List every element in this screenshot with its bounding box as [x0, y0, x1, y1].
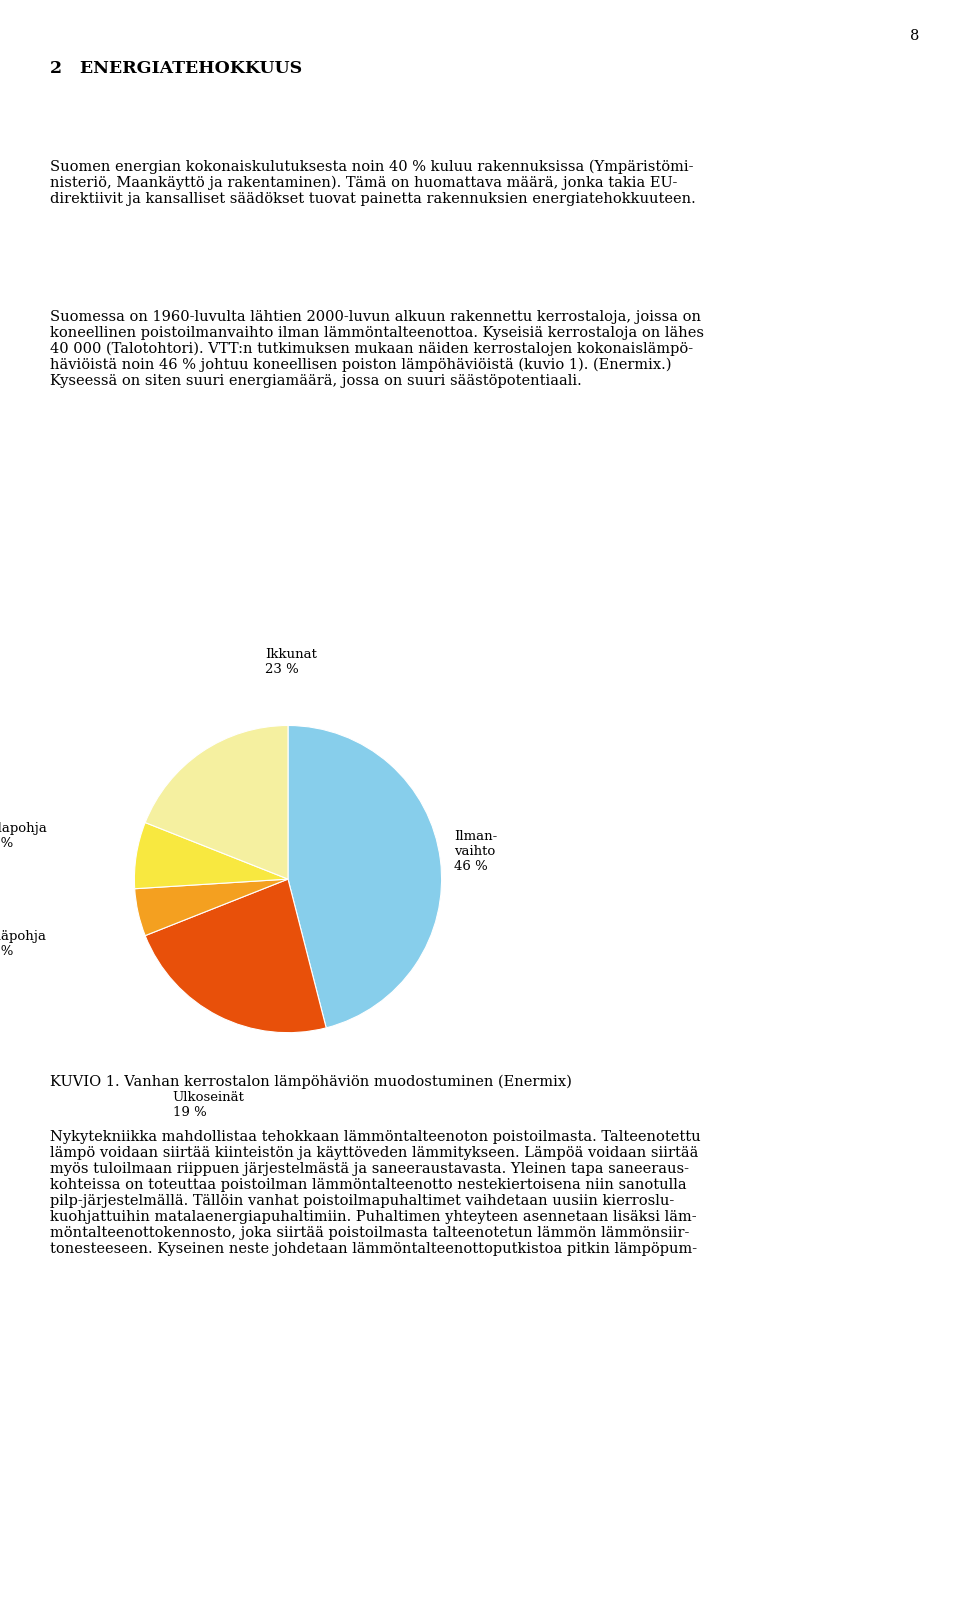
Wedge shape [145, 726, 288, 879]
Text: Ilman-
vaihto
46 %: Ilman- vaihto 46 % [454, 831, 497, 873]
Text: Alapohja
5 %: Alapohja 5 % [0, 823, 47, 850]
Text: 2   ENERGIATEHOKKUUS: 2 ENERGIATEHOKKUUS [50, 60, 302, 77]
Text: myös tuloilmaan riippuen järjestelmästä ja saneeraustavasta. Yleinen tapa saneer: myös tuloilmaan riippuen järjestelmästä … [50, 1161, 689, 1176]
Text: häviöistä noin 46 % johtuu koneellisen poiston lämpöhäviöistä (kuvio 1). (Enermi: häviöistä noin 46 % johtuu koneellisen p… [50, 358, 671, 373]
Text: Suomessa on 1960-luvulta lähtien 2000-luvun alkuun rakennettu kerrostaloja, jois: Suomessa on 1960-luvulta lähtien 2000-lu… [50, 310, 701, 324]
Text: kuohjattuihin matalaenergiapuhaltimiin. Puhaltimen yhteyteen asennetaan lisäksi : kuohjattuihin matalaenergiapuhaltimiin. … [50, 1210, 697, 1224]
Text: 8: 8 [910, 29, 920, 44]
Text: koneellinen poistoilmanvaihto ilman lämmöntalteenottoa. Kyseisiä kerrostaloja on: koneellinen poistoilmanvaihto ilman lämm… [50, 326, 704, 340]
Wedge shape [288, 726, 442, 1027]
Text: Suomen energian kokonaiskulutuksesta noin 40 % kuluu rakennuksissa (Ympäristömi-: Suomen energian kokonaiskulutuksesta noi… [50, 160, 693, 174]
Text: Ulkoseinät
19 %: Ulkoseinät 19 % [173, 1090, 245, 1119]
Text: Kyseessä on siten suuri energiamäärä, jossa on suuri säästöpotentiaali.: Kyseessä on siten suuri energiamäärä, jo… [50, 374, 582, 389]
Text: 40 000 (Talotohtori). VTT:n tutkimuksen mukaan näiden kerrostalojen kokonaislämp: 40 000 (Talotohtori). VTT:n tutkimuksen … [50, 342, 693, 356]
Wedge shape [145, 879, 326, 1032]
Text: Nykytekniikka mahdollistaa tehokkaan lämmöntalteenoton poistoilmasta. Talteenote: Nykytekniikka mahdollistaa tehokkaan läm… [50, 1131, 701, 1144]
Text: möntalteenottokennosto, joka siirtää poistoilmasta talteenotetun lämmön lämmönsi: möntalteenottokennosto, joka siirtää poi… [50, 1226, 689, 1240]
Text: pilp-järjestelmällä. Tällöin vanhat poistoilmapuhaltimet vaihdetaan uusiin kierr: pilp-järjestelmällä. Tällöin vanhat pois… [50, 1194, 674, 1208]
Text: lämpö voidaan siirtää kiinteistön ja käyttöveden lämmitykseen. Lämpöä voidaan si: lämpö voidaan siirtää kiinteistön ja käy… [50, 1145, 698, 1160]
Text: Yläpohja
7 %: Yläpohja 7 % [0, 929, 46, 958]
Text: KUVIO 1. Vanhan kerrostalon lämpöhäviön muodostuminen (Enermix): KUVIO 1. Vanhan kerrostalon lämpöhäviön … [50, 1074, 572, 1089]
Text: direktiivit ja kansalliset säädökset tuovat painetta rakennuksien energiatehokku: direktiivit ja kansalliset säädökset tuo… [50, 192, 696, 206]
Text: Ikkunat
23 %: Ikkunat 23 % [265, 648, 317, 676]
Wedge shape [134, 879, 288, 936]
Text: tonesteeseen. Kyseinen neste johdetaan lämmöntalteenottoputkistoa pitkin lämpöpu: tonesteeseen. Kyseinen neste johdetaan l… [50, 1242, 697, 1257]
Text: kohteissa on toteuttaa poistoilman lämmöntalteenotto nestekiertoisena niin sanot: kohteissa on toteuttaa poistoilman lämmö… [50, 1177, 686, 1192]
Text: nisteriö, Maankäyttö ja rakentaminen). Tämä on huomattava määrä, jonka takia EU-: nisteriö, Maankäyttö ja rakentaminen). T… [50, 176, 678, 190]
Wedge shape [134, 823, 288, 889]
